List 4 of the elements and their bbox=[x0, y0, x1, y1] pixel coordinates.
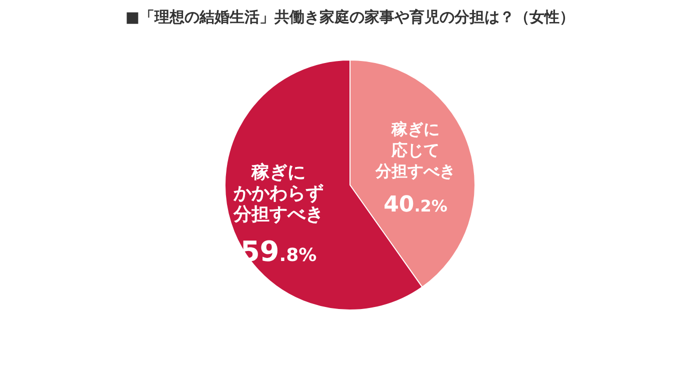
slice-label: 稼ぎに応じて分担すべき bbox=[374, 120, 456, 181]
data-label: 40.2% bbox=[384, 192, 448, 218]
chart-title: ■「理想の結婚生活」共働き家庭の家事や育児の分担は？（女性） bbox=[125, 8, 575, 26]
slice-label: 稼ぎにかかわらず分担すべき bbox=[232, 162, 324, 226]
